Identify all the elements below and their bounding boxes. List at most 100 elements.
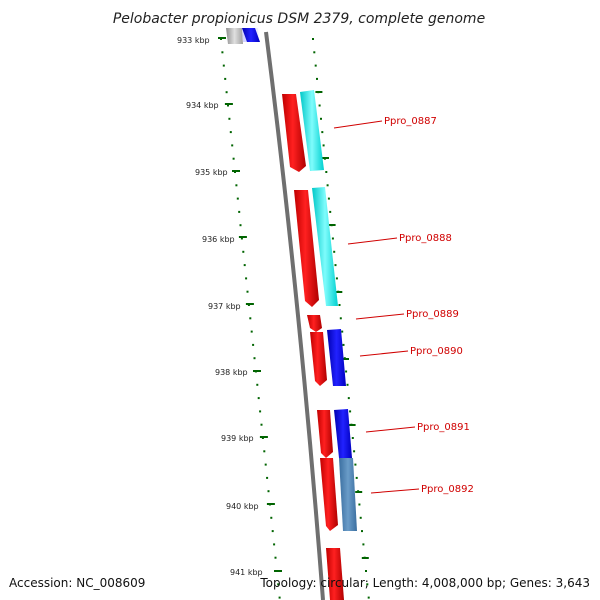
outer-tick-dot: [347, 397, 350, 400]
scale-label-937: 937 kbp: [208, 302, 241, 311]
scale-tick-major-tick: [259, 436, 268, 438]
scale-label-933: 933 kbp: [177, 36, 210, 45]
scale-tick-major-tick: [224, 103, 233, 105]
scale-tick-dot: [227, 104, 229, 107]
outer-tick-major-tick: [355, 491, 363, 493]
outer-tick-dot: [326, 184, 329, 187]
outer-tick-major-tick: [348, 424, 356, 426]
outer-tick-dot: [346, 383, 349, 386]
outer-tick-dots: [312, 38, 370, 599]
scale-tick-dot: [264, 463, 267, 466]
outer-tick-dot: [316, 77, 318, 80]
scale-tick-dot: [274, 556, 277, 559]
scale-tick-dot: [253, 357, 256, 360]
scale-tick-major-tick: [253, 370, 261, 372]
gene-0888-reverse-box: [312, 187, 338, 306]
accession-text: Accession: NC_008609: [9, 576, 145, 590]
leader-line-0890: [359, 350, 409, 357]
scale-tick-dot: [235, 184, 238, 187]
outer-tick-dot: [367, 596, 370, 599]
scale-tick-major-tick: [266, 503, 275, 505]
scale-tick-dot: [250, 330, 253, 333]
outer-tick-dot: [349, 410, 352, 413]
scale-tick-dot: [259, 410, 262, 413]
scale-label-941: 941 kbp: [230, 568, 263, 577]
scale-tick-dot: [246, 290, 249, 293]
outer-tick-dot: [318, 104, 321, 107]
outer-tick-dot: [345, 370, 348, 373]
outer-tick-dot: [358, 503, 361, 506]
scale-tick-dot: [278, 596, 281, 599]
gene-0890-forward-arrow: [310, 332, 327, 386]
feature-blue-partial: [242, 28, 260, 42]
gene-0887-reverse-box: [300, 90, 324, 171]
scale-tick-dot: [236, 197, 239, 200]
outer-tick-dot: [329, 210, 332, 213]
topology-text: Topology: circular; Length: 4,008,000 bp…: [259, 576, 590, 590]
outer-tick-dot: [321, 131, 324, 134]
scale-tick-major-tick: [232, 170, 240, 172]
scale-tick-dot: [238, 210, 241, 213]
outer-tick-dot: [313, 51, 316, 54]
scale-label-940: 940 kbp: [226, 502, 259, 511]
outer-tick-dot: [354, 463, 357, 466]
scale-tick-dot: [270, 516, 273, 519]
outer-tick-dot: [338, 304, 341, 306]
outer-tick-dot: [312, 38, 314, 40]
outer-tick-dot: [322, 144, 325, 147]
scale-tick-dot: [242, 250, 245, 253]
scale-tick-dot: [225, 91, 228, 94]
scale-tick-dot: [249, 317, 252, 320]
genome-backbone: [264, 31, 325, 600]
gene-label-0890: Ppro_0890: [410, 346, 463, 357]
outer-tick-major-tick: [328, 224, 336, 226]
outer-tick-major-tick: [335, 291, 343, 293]
scale-tick-dot: [243, 264, 246, 267]
outer-tick-dot: [314, 64, 317, 67]
scale-tick-major-tick: [274, 570, 282, 572]
outer-tick-dot: [327, 197, 330, 200]
scale-tick-major-tick: [238, 236, 247, 238]
scale-label-936: 936 kbp: [202, 235, 235, 244]
outer-tick-major-tick: [322, 157, 329, 159]
scale-tick-dot: [231, 144, 234, 147]
scale-tick-dot: [239, 224, 242, 227]
leader-lines: [333, 120, 420, 494]
outer-tick-major-tick: [315, 91, 323, 93]
scale-tick-dot: [277, 583, 280, 586]
scale-tick-dot: [267, 490, 270, 493]
leader-line-0887: [333, 120, 383, 129]
outer-tick-major-tick: [342, 358, 349, 360]
scale-tick-major-tick: [245, 303, 254, 305]
gene-0887-forward-arrow: [282, 94, 306, 172]
gene-0889-forward-arrow: [307, 315, 322, 332]
scale-tick-dot: [221, 51, 224, 54]
outer-tick-dot: [366, 583, 369, 586]
gene-label-0889: Ppro_0889: [406, 309, 459, 320]
outer-tick-dot: [355, 476, 358, 479]
page-title: Pelobacter propionicus DSM 2379, complet…: [113, 11, 485, 27]
gene-label-0892: Ppro_0892: [421, 484, 474, 495]
scale-tick-dot: [271, 530, 274, 533]
outer-tick-dot: [361, 530, 363, 533]
outer-tick-dot: [353, 450, 356, 453]
scale-tick-major-tick: [218, 37, 226, 39]
gene-0891-forward-arrow: [317, 410, 333, 458]
scale-label-939: 939 kbp: [221, 434, 254, 443]
gene-label-0887: Ppro_0887: [384, 116, 437, 127]
outer-tick-dot: [325, 171, 328, 173]
gene-0892-reverse-box: [339, 458, 357, 531]
outer-tick-dot: [341, 330, 344, 333]
outer-tick-dot: [351, 437, 354, 439]
scale-tick-dot: [266, 476, 269, 479]
outer-tick-dot: [342, 343, 345, 346]
outer-tick-dot: [331, 237, 334, 240]
scale-tick-dot: [228, 117, 231, 120]
feature-bottom-red: [326, 548, 344, 600]
leader-line-0891: [365, 426, 416, 433]
gene-label-0888: Ppro_0888: [399, 233, 452, 244]
scale-tick-dot: [224, 77, 227, 80]
scale-tick-dot: [263, 450, 266, 453]
